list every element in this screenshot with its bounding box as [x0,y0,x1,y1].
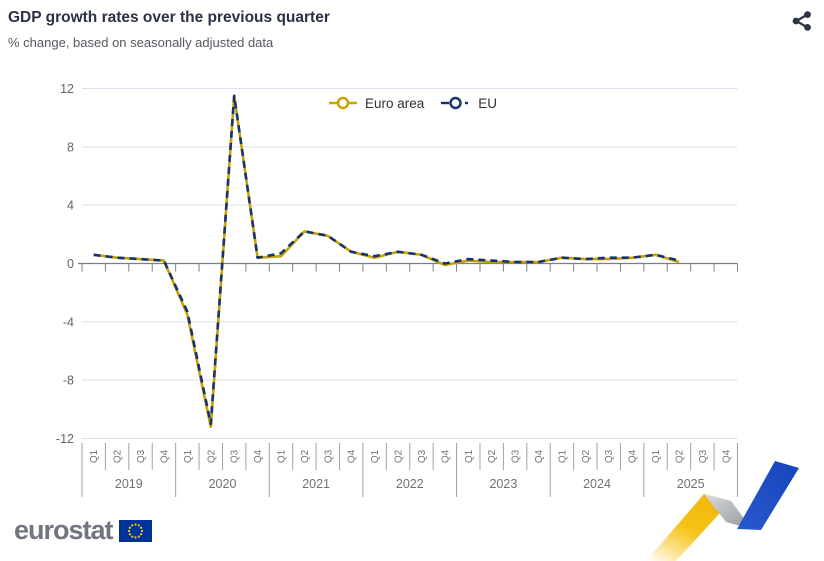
series-line-euro-area [93,94,680,429]
quarter-label: Q2 [675,449,686,463]
quarter-label: Q4 [253,449,264,463]
quarter-label: Q3 [323,449,334,463]
chart-title: GDP growth rates over the previous quart… [8,9,330,26]
y-tick-label: -12 [56,432,74,446]
year-label: 2025 [677,477,705,491]
y-tick-label: 4 [67,199,74,213]
quarter-label: Q3 [417,449,428,463]
quarter-label: Q3 [698,449,709,463]
year-label: 2023 [489,477,517,491]
chart-legend: Euro area EU [328,95,497,111]
legend-label-euro-area: Euro area [365,95,425,111]
eu-flag-icon [118,519,152,542]
quarter-label: Q2 [206,449,217,463]
euro-area-line-marker-icon [329,96,357,110]
legend-item-euro-area[interactable]: Euro area [328,95,424,111]
quarter-label: Q2 [394,449,405,463]
y-tick-label: -8 [63,374,74,388]
year-label: 2022 [396,477,424,491]
y-tick-label: 0 [67,257,74,271]
quarter-label: Q4 [440,449,451,463]
quarter-label: Q1 [464,449,475,463]
quarter-label: Q1 [183,449,194,463]
quarter-label: Q4 [628,449,639,463]
quarter-label: Q2 [113,449,124,463]
quarter-label: Q4 [347,449,358,463]
y-tick-label: 8 [67,140,74,154]
quarter-label: Q1 [651,449,662,463]
year-label: 2024 [583,477,611,491]
year-label: 2021 [302,477,330,491]
quarter-label: Q1 [557,449,568,463]
quarter-label: Q4 [159,449,170,463]
quarter-label: Q1 [370,449,381,463]
quarter-label: Q3 [230,449,241,463]
chart-subtitle: % change, based on seasonally adjusted d… [8,35,274,50]
year-label: 2020 [209,477,237,491]
series-line-eu [93,94,680,426]
quarter-label: Q1 [277,449,288,463]
y-tick-label: 12 [60,82,74,96]
quarter-label: Q2 [581,449,592,463]
year-label: 2019 [115,477,143,491]
share-button[interactable] [789,9,815,35]
share-icon [792,11,811,31]
eurostat-logo-text: eurostat [14,515,114,545]
quarter-label: Q4 [534,449,545,463]
eurostat-logo[interactable]: eurostat [14,517,152,544]
quarter-label: Q3 [136,449,147,463]
legend-label-eu: EU [478,95,498,111]
quarter-label: Q1 [89,449,100,463]
eu-line-marker-icon [441,96,469,110]
eu-flag-stars [127,522,143,539]
quarter-label: Q2 [487,449,498,463]
y-tick-label: -4 [63,315,74,329]
quarter-label: Q4 [721,449,732,463]
quarter-label: Q3 [604,449,615,463]
quarter-label: Q2 [300,449,311,463]
quarter-label: Q3 [511,449,522,463]
legend-item-eu[interactable]: EU [440,95,497,111]
